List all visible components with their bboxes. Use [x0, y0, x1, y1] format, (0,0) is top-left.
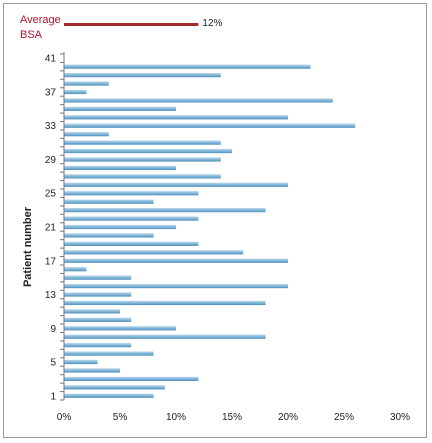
- bar-patient-34: [64, 115, 288, 120]
- bar-patient-14: [64, 283, 288, 289]
- y-axis-label: Patient number: [22, 206, 34, 287]
- bar-patient-12: [64, 300, 266, 306]
- bar-patient-10: [64, 317, 132, 322]
- bar-patient-24: [64, 199, 154, 204]
- bar-patient-13: [64, 292, 132, 297]
- y-tick-label: 13: [45, 290, 57, 301]
- bar-patient-21: [64, 224, 176, 230]
- bar-patient-7: [64, 343, 132, 348]
- bar-patient-32: [64, 132, 109, 137]
- average-bar: [64, 23, 199, 26]
- x-tick-label: 10%: [166, 412, 186, 423]
- bar-patient-8: [64, 334, 266, 339]
- bar-patient-4: [64, 368, 120, 373]
- bar-patient-6: [64, 351, 154, 356]
- y-tick-label: 17: [45, 256, 57, 267]
- x-tick-label: 20%: [278, 412, 298, 423]
- bar-patient-25: [64, 191, 199, 196]
- bar-patient-40: [64, 64, 311, 69]
- average-value-label: 12%: [202, 18, 222, 29]
- bar-patient-31: [64, 140, 221, 145]
- bar-patient-15: [64, 275, 132, 280]
- bar-patient-33: [64, 123, 356, 128]
- average-label-line1: Average: [20, 14, 61, 26]
- bar-patient-30: [64, 148, 232, 154]
- bar-patient-17: [64, 258, 288, 263]
- bar-patient-18: [64, 250, 244, 255]
- y-tick-label: 41: [45, 54, 57, 65]
- bar-patient-3: [64, 376, 199, 382]
- bar-patient-36: [64, 98, 333, 103]
- bar-patient-39: [64, 72, 221, 78]
- y-tick-label: 33: [45, 121, 57, 132]
- y-tick-label: 21: [45, 223, 57, 234]
- y-tick-label: 25: [45, 189, 57, 200]
- y-tick-label: 9: [50, 324, 56, 335]
- bar-patient-5: [64, 359, 98, 365]
- chart-frame: Average BSA 12% 1 5 9 13 17 21 25 29 33 37 41 0% 5% 1…: [3, 3, 427, 438]
- bar-patient-9: [64, 326, 176, 331]
- x-tick-label: 5%: [113, 412, 128, 423]
- bar-patient-11: [64, 309, 120, 314]
- bar-patient-2: [64, 385, 165, 390]
- y-tick-label: 29: [45, 155, 57, 166]
- x-tick-label: 0%: [57, 412, 72, 423]
- bar-patient-28: [64, 165, 176, 171]
- y-tick-label: 37: [45, 87, 57, 98]
- bar-patient-22: [64, 216, 199, 221]
- bar-patient-16: [64, 267, 87, 272]
- bar-patient-19: [64, 241, 199, 246]
- bar-patient-35: [64, 106, 176, 111]
- x-tick-label: 25%: [334, 412, 354, 423]
- bar-patient-37: [64, 89, 87, 95]
- bar-patient-38: [64, 81, 109, 86]
- bar-patient-27: [64, 174, 221, 179]
- y-tick-label: 5: [50, 358, 56, 369]
- average-label-line2: BSA: [20, 29, 43, 41]
- bar-chart: Average BSA 12% 1 5 9 13 17 21 25 29 33 37 41 0% 5% 1…: [20, 14, 410, 423]
- x-tick-label: 30%: [390, 412, 410, 423]
- x-tick-label: 15%: [222, 412, 242, 423]
- bar-patient-20: [64, 233, 154, 238]
- bar-patient-1: [64, 393, 154, 398]
- bar-patient-26: [64, 182, 288, 187]
- bar-patient-29: [64, 157, 221, 162]
- bar-patient-23: [64, 208, 266, 213]
- y-tick-label: 1: [50, 391, 56, 402]
